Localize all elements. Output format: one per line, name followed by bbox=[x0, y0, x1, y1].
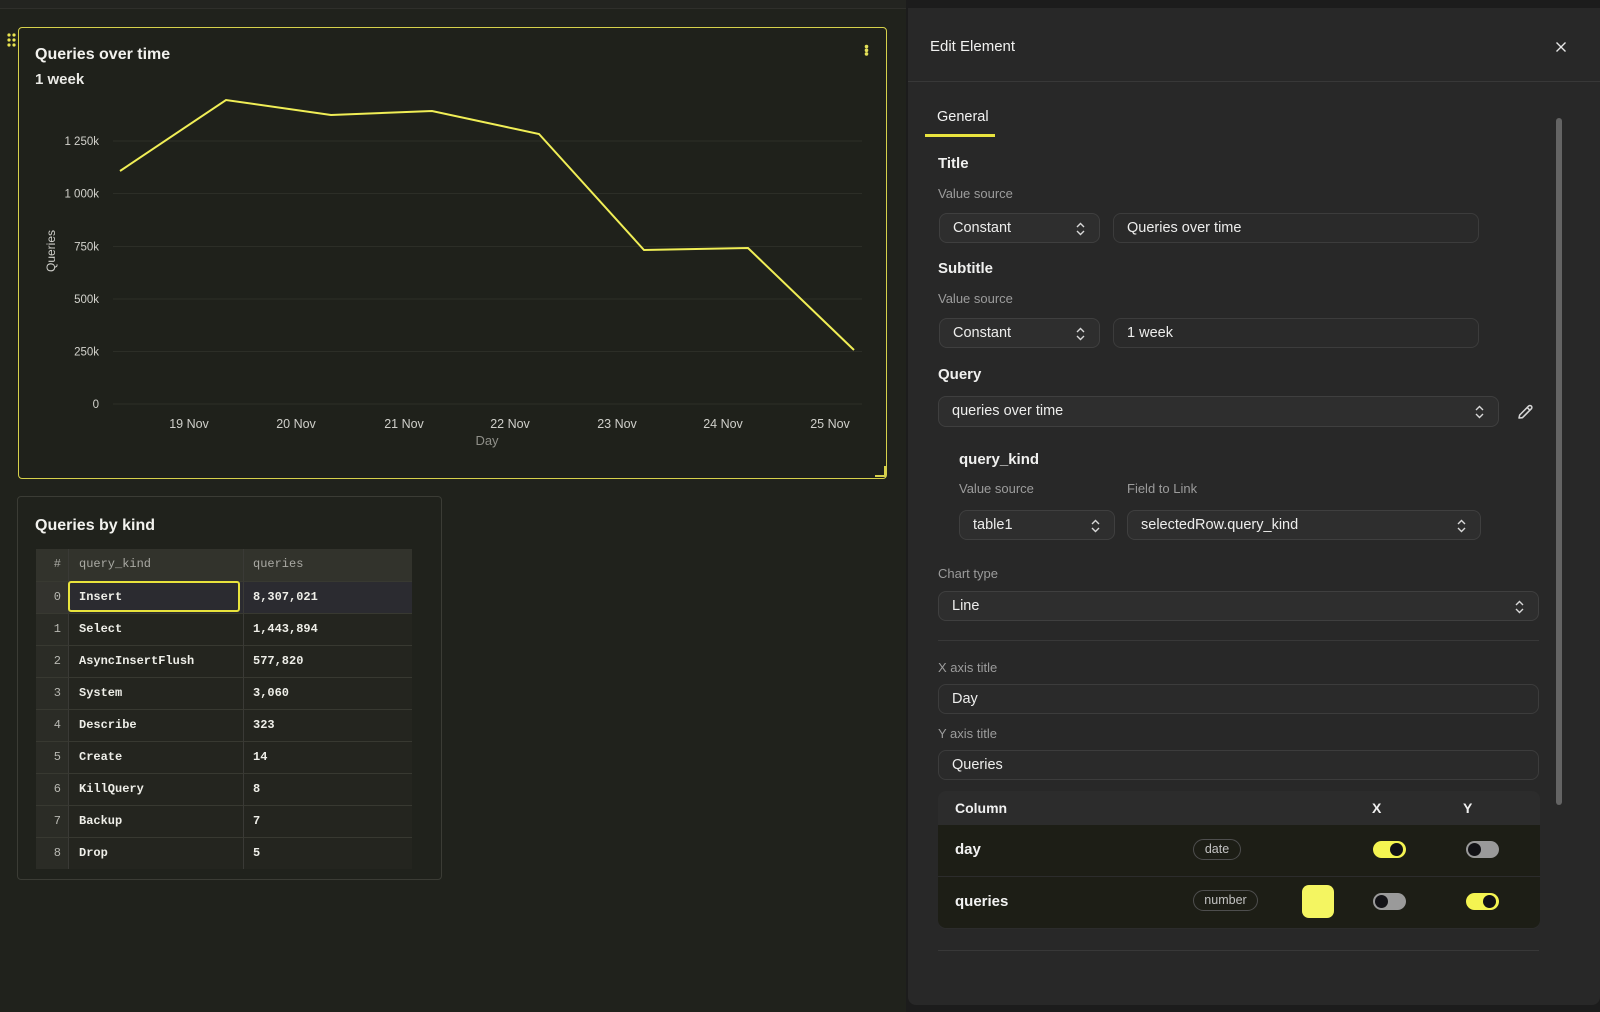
svg-text:24 Nov: 24 Nov bbox=[703, 417, 743, 431]
svg-text:25 Nov: 25 Nov bbox=[810, 417, 850, 431]
svg-text:23 Nov: 23 Nov bbox=[597, 417, 637, 431]
svg-text:22 Nov: 22 Nov bbox=[490, 417, 530, 431]
svg-text:1 250k: 1 250k bbox=[64, 136, 99, 148]
svg-text:250k: 250k bbox=[74, 347, 99, 359]
svg-text:Day: Day bbox=[475, 433, 499, 448]
svg-text:1 000k: 1 000k bbox=[64, 189, 99, 201]
svg-text:750k: 750k bbox=[74, 242, 99, 254]
svg-text:20 Nov: 20 Nov bbox=[276, 417, 316, 431]
svg-text:500k: 500k bbox=[74, 294, 99, 306]
svg-text:0: 0 bbox=[93, 399, 99, 411]
svg-text:19 Nov: 19 Nov bbox=[169, 417, 209, 431]
svg-text:21 Nov: 21 Nov bbox=[384, 417, 424, 431]
svg-text:Queries: Queries bbox=[44, 230, 58, 272]
